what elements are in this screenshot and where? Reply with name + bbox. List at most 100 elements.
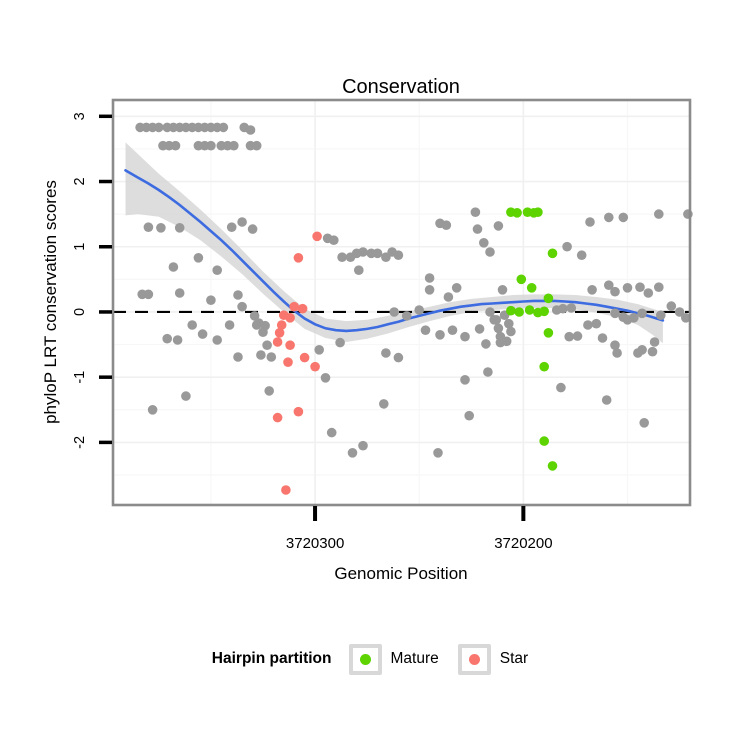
data-point-other: [358, 440, 368, 451]
data-point-other: [635, 282, 645, 293]
data-point-other: [233, 352, 243, 362]
data-point-other: [329, 235, 339, 245]
data-point-other: [335, 337, 345, 348]
data-point-other: [666, 301, 677, 311]
data-point-other: [558, 303, 568, 314]
data-point-other: [337, 252, 347, 262]
data-point-other: [256, 350, 266, 360]
data-point-other: [174, 288, 185, 298]
data-point-other: [258, 327, 268, 338]
data-point-other: [143, 289, 154, 300]
plot-canvas: 3 2 1 0 -1 -2 3720300 3720200 Conservation Geno…: [41, 76, 693, 583]
x-axis-title: Genomic Position: [334, 564, 467, 583]
data-point-other: [251, 140, 262, 151]
data-point-other: [622, 283, 633, 293]
data-point-other: [460, 375, 470, 385]
data-point-other: [170, 140, 181, 151]
data-point-other: [237, 301, 247, 312]
x-tick-label: 3720300: [286, 535, 344, 552]
data-point-other: [424, 285, 435, 295]
data-point-other: [147, 405, 158, 415]
data-point-other: [489, 315, 500, 325]
data-point-other: [637, 308, 647, 319]
data-point-other: [393, 352, 404, 363]
data-point-mature: [539, 306, 549, 317]
y-tick-label: 0: [72, 308, 88, 316]
data-point-other: [485, 247, 495, 257]
data-point-other: [379, 399, 389, 409]
data-point-other: [245, 125, 256, 135]
data-point-star: [289, 301, 300, 312]
data-point-other: [393, 250, 404, 260]
data-point-other: [156, 223, 166, 233]
data-point-other: [604, 280, 614, 291]
data-point-other: [562, 241, 572, 252]
data-point-star: [272, 337, 283, 347]
data-point-other: [464, 410, 475, 421]
data-point-other: [649, 337, 660, 347]
data-point-other: [504, 318, 514, 329]
data-point-other: [154, 122, 164, 133]
data-point-other: [347, 448, 358, 458]
data-point-other: [470, 207, 481, 217]
data-point-star: [312, 231, 322, 242]
data-point-other: [643, 288, 654, 298]
data-point-other: [566, 303, 577, 313]
confidence-band: [125, 142, 663, 344]
data-point-other: [249, 311, 260, 321]
data-point-other: [654, 209, 664, 219]
data-point-mature: [539, 436, 549, 446]
data-point-other: [572, 331, 583, 341]
data-point-other: [187, 320, 197, 330]
data-point-other: [172, 335, 183, 345]
data-point-other: [564, 331, 574, 342]
data-point-other: [358, 247, 368, 257]
data-point-other: [674, 307, 685, 317]
chart-title: Conservation: [342, 76, 460, 98]
data-point-star: [293, 252, 304, 263]
data-point-other: [212, 265, 222, 276]
data-point-star: [272, 412, 283, 423]
data-point-star: [297, 303, 308, 314]
data-point-other: [251, 320, 262, 330]
data-point-other: [224, 320, 235, 330]
legend-label-mature: Mature: [390, 650, 439, 667]
data-point-other: [264, 386, 275, 396]
legend: Hairpin partition Mature Star: [0, 637, 750, 681]
data-point-other: [451, 283, 462, 293]
data-point-other: [604, 212, 614, 223]
x-tick-label: 3720200: [494, 535, 552, 552]
data-point-other: [435, 330, 445, 340]
data-point-other: [597, 333, 608, 343]
data-point-star: [293, 406, 304, 417]
y-tick-label: 3: [72, 112, 88, 120]
data-point-other: [174, 223, 185, 233]
data-point-mature: [526, 283, 537, 293]
data-point-other: [354, 265, 364, 276]
data-point-other: [262, 340, 272, 351]
data-point-other: [314, 345, 325, 355]
data-point-other: [233, 290, 243, 300]
star-dot-icon: [468, 653, 480, 665]
data-point-other: [610, 340, 620, 351]
data-point-mature: [524, 305, 535, 315]
data-point-other: [497, 285, 508, 295]
data-point-mature: [547, 248, 558, 259]
data-point-other: [472, 224, 483, 234]
data-point-other: [493, 323, 504, 334]
y-tick-label: 2: [72, 177, 88, 185]
data-point-other: [479, 238, 489, 248]
data-point-other: [247, 224, 258, 234]
data-point-other: [218, 122, 229, 133]
data-point-mature: [514, 307, 524, 317]
y-axis-title: phyloP LRT conservation scores: [41, 180, 60, 424]
mature-dot-icon: [359, 653, 371, 665]
data-point-mature: [543, 328, 554, 338]
data-point-other: [654, 282, 664, 293]
data-point-star: [285, 313, 295, 323]
data-point-mature: [539, 361, 549, 372]
y-tick-label: -2: [72, 436, 88, 449]
data-point-star: [276, 320, 287, 330]
data-point-other: [168, 262, 179, 272]
data-point-other: [162, 333, 172, 344]
